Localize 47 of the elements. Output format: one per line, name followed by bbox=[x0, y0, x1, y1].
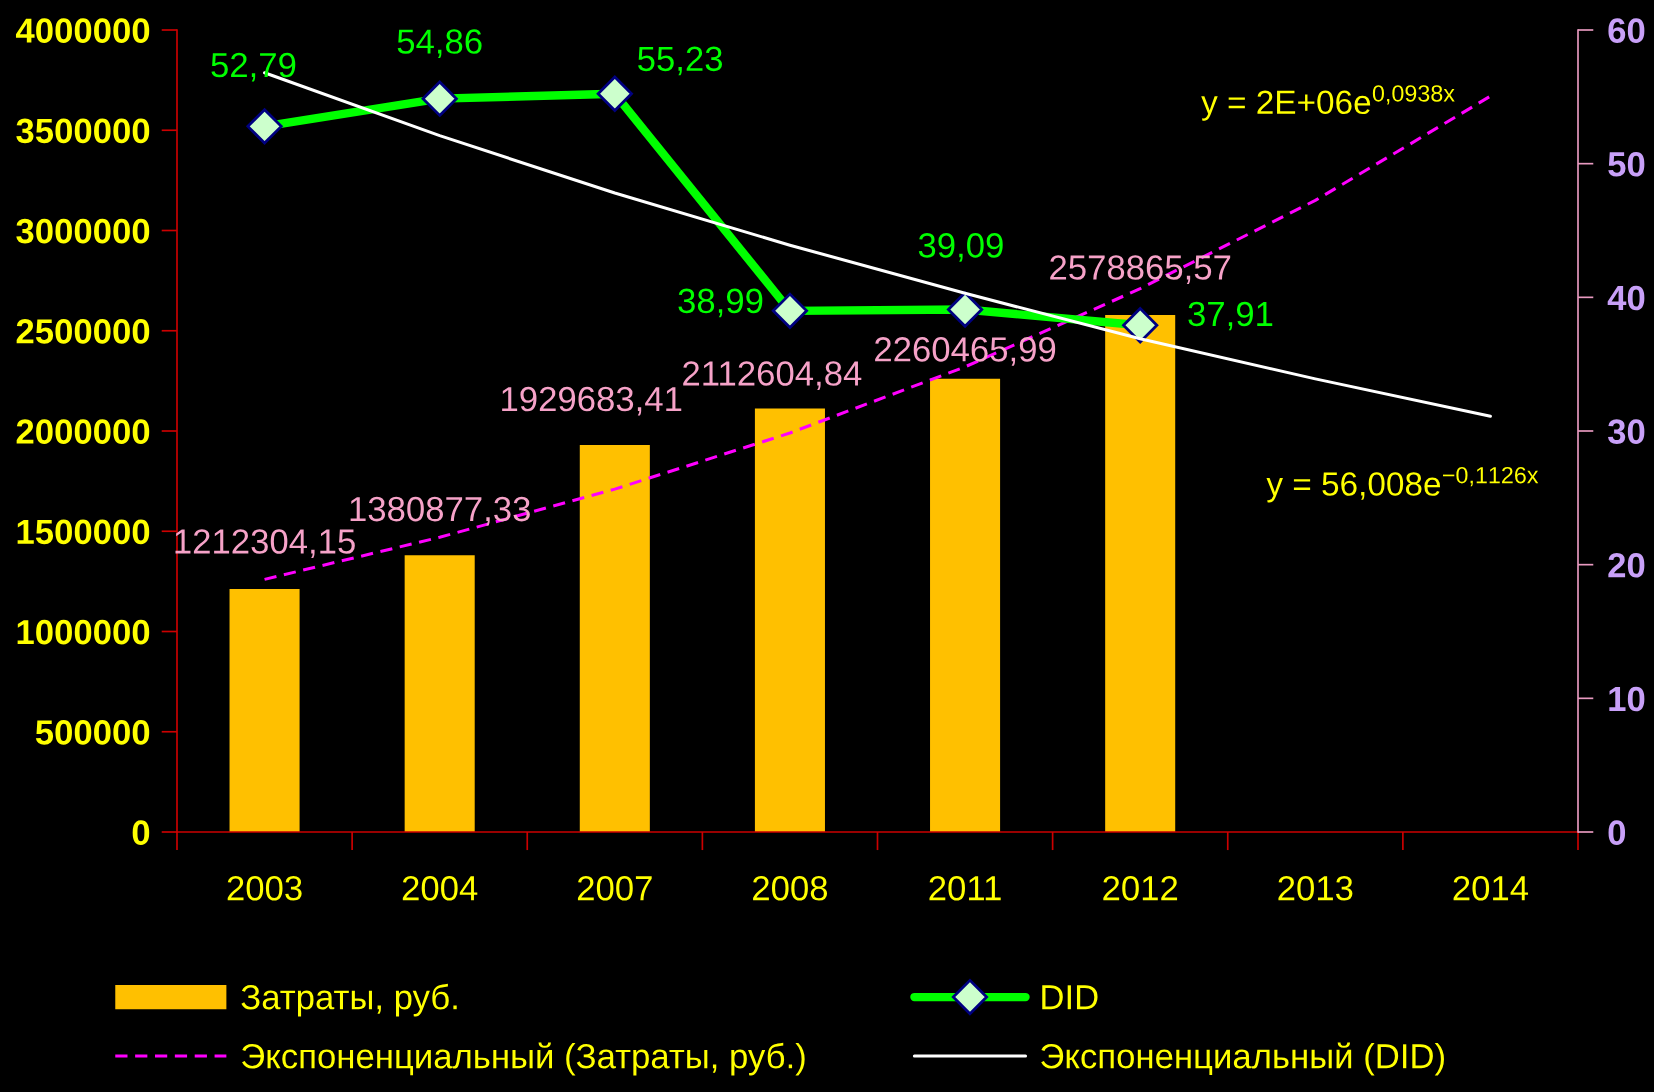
x-tick-label: 2014 bbox=[1453, 875, 1529, 901]
bar bbox=[1105, 314, 1176, 832]
data-label: 39,09 bbox=[918, 233, 1003, 262]
bar bbox=[754, 408, 825, 832]
x-tick-label: 2007 bbox=[577, 875, 652, 901]
y-tick-label: 0 bbox=[132, 820, 150, 845]
x-tick-label: 2008 bbox=[753, 875, 828, 901]
y2-tick-label: 30 bbox=[1607, 419, 1645, 444]
y2-tick-label: 0 bbox=[1608, 820, 1626, 845]
y-tick-label: 3500000 bbox=[16, 118, 150, 144]
x-tick-label: 2011 bbox=[929, 875, 1001, 901]
y2-tick-label: 60 bbox=[1608, 18, 1645, 43]
data-label: 38,99 bbox=[678, 288, 763, 318]
data-label: 54,86 bbox=[397, 29, 482, 58]
x-tick-label: 2012 bbox=[1103, 875, 1178, 901]
data-label: 2112604,84 bbox=[683, 361, 862, 390]
data-label: 2260465,99 bbox=[875, 337, 1056, 366]
y-tick-label: 500000 bbox=[35, 720, 150, 745]
x-tick-label: 2013 bbox=[1278, 875, 1353, 901]
y-tick-label: 1500000 bbox=[17, 519, 150, 545]
bar bbox=[579, 445, 650, 832]
bar bbox=[930, 378, 1001, 832]
y2-tick-label: 40 bbox=[1607, 285, 1645, 311]
data-label: 1380877,33 bbox=[350, 496, 530, 526]
legend-label: Экспоненциальный (DID) bbox=[1041, 1042, 1444, 1076]
y-tick-label: 2500000 bbox=[16, 319, 150, 344]
legend-label: DID bbox=[1042, 985, 1098, 1010]
x-tick-label: 2003 bbox=[227, 875, 302, 901]
legend-label: Затраты, руб. bbox=[241, 983, 457, 1017]
data-label: 2578865,57 bbox=[1050, 255, 1231, 284]
bar bbox=[229, 588, 300, 832]
y-tick-label: 1000000 bbox=[17, 619, 150, 645]
y-tick-label: 2000000 bbox=[16, 419, 150, 444]
legend-label: Экспоненциальный (Затраты, руб.) bbox=[242, 1042, 805, 1076]
annotation: y = 56,008e$^{−0,1126x}$ bbox=[1266, 466, 1539, 503]
y2-tick-label: 20 bbox=[1608, 553, 1645, 578]
data-label: 1929683,41 bbox=[502, 386, 682, 416]
bar bbox=[404, 555, 475, 832]
y2-tick-label: 50 bbox=[1608, 152, 1645, 177]
annotation: y = 2E+06e$^{0,0938x}$ bbox=[1201, 85, 1455, 121]
y-tick-label: 4000000 bbox=[15, 18, 150, 43]
data-label: 52,79 bbox=[211, 52, 296, 82]
data-label: 37,91 bbox=[1188, 301, 1273, 331]
data-label: 55,23 bbox=[638, 46, 723, 76]
x-tick-label: 2004 bbox=[402, 875, 478, 901]
y2-tick-label: 10 bbox=[1609, 686, 1645, 712]
y-tick-label: 3000000 bbox=[16, 218, 150, 244]
